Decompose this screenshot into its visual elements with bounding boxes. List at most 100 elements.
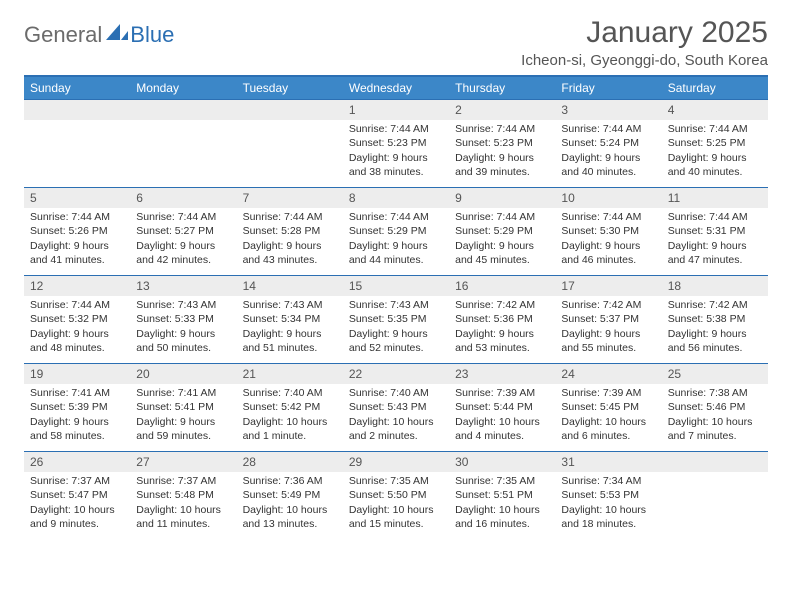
day-number: 4 [662, 100, 768, 120]
calendar-day-cell: 11Sunrise: 7:44 AMSunset: 5:31 PMDayligh… [662, 188, 768, 276]
location-text: Icheon-si, Gyeonggi-do, South Korea [521, 52, 768, 69]
day-number: 18 [662, 276, 768, 296]
calendar-day-cell: 9Sunrise: 7:44 AMSunset: 5:29 PMDaylight… [449, 188, 555, 276]
day-details: Sunrise: 7:42 AMSunset: 5:36 PMDaylight:… [449, 296, 555, 361]
day-number: 28 [237, 452, 343, 472]
day-number: 11 [662, 188, 768, 208]
day-number: 30 [449, 452, 555, 472]
day-details: Sunrise: 7:44 AMSunset: 5:32 PMDaylight:… [24, 296, 130, 361]
day-number [130, 100, 236, 120]
calendar-day-cell: 28Sunrise: 7:36 AMSunset: 5:49 PMDayligh… [237, 452, 343, 540]
calendar-day-cell: 26Sunrise: 7:37 AMSunset: 5:47 PMDayligh… [24, 452, 130, 540]
day-number: 10 [555, 188, 661, 208]
header: General Blue January 2025 Icheon-si, Gye… [24, 16, 768, 69]
day-number [24, 100, 130, 120]
day-details: Sunrise: 7:42 AMSunset: 5:38 PMDaylight:… [662, 296, 768, 361]
day-number: 19 [24, 364, 130, 384]
day-number: 23 [449, 364, 555, 384]
calendar-day-cell: 24Sunrise: 7:39 AMSunset: 5:45 PMDayligh… [555, 364, 661, 452]
calendar-week-row: 1Sunrise: 7:44 AMSunset: 5:23 PMDaylight… [24, 100, 768, 188]
calendar-day-cell: 25Sunrise: 7:38 AMSunset: 5:46 PMDayligh… [662, 364, 768, 452]
logo-text-general: General [24, 22, 102, 48]
calendar-day-cell: 21Sunrise: 7:40 AMSunset: 5:42 PMDayligh… [237, 364, 343, 452]
day-details: Sunrise: 7:39 AMSunset: 5:44 PMDaylight:… [449, 384, 555, 449]
calendar-day-cell: 27Sunrise: 7:37 AMSunset: 5:48 PMDayligh… [130, 452, 236, 540]
day-number: 21 [237, 364, 343, 384]
day-number: 9 [449, 188, 555, 208]
day-number: 8 [343, 188, 449, 208]
day-header: Sunday [24, 76, 130, 100]
calendar-day-cell: 6Sunrise: 7:44 AMSunset: 5:27 PMDaylight… [130, 188, 236, 276]
day-number: 26 [24, 452, 130, 472]
calendar-day-cell: 31Sunrise: 7:34 AMSunset: 5:53 PMDayligh… [555, 452, 661, 540]
day-number: 16 [449, 276, 555, 296]
calendar-day-cell: 10Sunrise: 7:44 AMSunset: 5:30 PMDayligh… [555, 188, 661, 276]
day-details: Sunrise: 7:44 AMSunset: 5:31 PMDaylight:… [662, 208, 768, 273]
day-details: Sunrise: 7:40 AMSunset: 5:43 PMDaylight:… [343, 384, 449, 449]
day-number: 5 [24, 188, 130, 208]
day-details: Sunrise: 7:44 AMSunset: 5:30 PMDaylight:… [555, 208, 661, 273]
month-title: January 2025 [521, 16, 768, 50]
day-header: Wednesday [343, 76, 449, 100]
calendar-day-cell: 22Sunrise: 7:40 AMSunset: 5:43 PMDayligh… [343, 364, 449, 452]
day-header: Saturday [662, 76, 768, 100]
day-number: 22 [343, 364, 449, 384]
day-details: Sunrise: 7:40 AMSunset: 5:42 PMDaylight:… [237, 384, 343, 449]
logo: General Blue [24, 22, 174, 48]
day-details: Sunrise: 7:44 AMSunset: 5:24 PMDaylight:… [555, 120, 661, 185]
day-number: 20 [130, 364, 236, 384]
day-number [237, 100, 343, 120]
day-details: Sunrise: 7:44 AMSunset: 5:23 PMDaylight:… [343, 120, 449, 185]
day-details: Sunrise: 7:37 AMSunset: 5:47 PMDaylight:… [24, 472, 130, 537]
calendar-week-row: 12Sunrise: 7:44 AMSunset: 5:32 PMDayligh… [24, 276, 768, 364]
day-details: Sunrise: 7:43 AMSunset: 5:34 PMDaylight:… [237, 296, 343, 361]
day-header-row: SundayMondayTuesdayWednesdayThursdayFrid… [24, 76, 768, 100]
calendar-week-row: 19Sunrise: 7:41 AMSunset: 5:39 PMDayligh… [24, 364, 768, 452]
calendar-day-cell: 19Sunrise: 7:41 AMSunset: 5:39 PMDayligh… [24, 364, 130, 452]
day-details: Sunrise: 7:44 AMSunset: 5:29 PMDaylight:… [343, 208, 449, 273]
day-number: 1 [343, 100, 449, 120]
calendar-day-cell: 7Sunrise: 7:44 AMSunset: 5:28 PMDaylight… [237, 188, 343, 276]
calendar-day-cell: 16Sunrise: 7:42 AMSunset: 5:36 PMDayligh… [449, 276, 555, 364]
day-details: Sunrise: 7:38 AMSunset: 5:46 PMDaylight:… [662, 384, 768, 449]
calendar-day-cell: 13Sunrise: 7:43 AMSunset: 5:33 PMDayligh… [130, 276, 236, 364]
day-details: Sunrise: 7:37 AMSunset: 5:48 PMDaylight:… [130, 472, 236, 537]
day-number: 6 [130, 188, 236, 208]
calendar-table: SundayMondayTuesdayWednesdayThursdayFrid… [24, 75, 768, 540]
day-details: Sunrise: 7:41 AMSunset: 5:41 PMDaylight:… [130, 384, 236, 449]
logo-sail-icon [106, 24, 128, 47]
day-details: Sunrise: 7:44 AMSunset: 5:27 PMDaylight:… [130, 208, 236, 273]
calendar-day-cell: 3Sunrise: 7:44 AMSunset: 5:24 PMDaylight… [555, 100, 661, 188]
calendar-day-cell: 29Sunrise: 7:35 AMSunset: 5:50 PMDayligh… [343, 452, 449, 540]
calendar-day-cell [237, 100, 343, 188]
day-number: 12 [24, 276, 130, 296]
day-number [662, 452, 768, 472]
day-number: 17 [555, 276, 661, 296]
day-details: Sunrise: 7:35 AMSunset: 5:50 PMDaylight:… [343, 472, 449, 537]
day-details: Sunrise: 7:39 AMSunset: 5:45 PMDaylight:… [555, 384, 661, 449]
day-number: 14 [237, 276, 343, 296]
calendar-day-cell: 4Sunrise: 7:44 AMSunset: 5:25 PMDaylight… [662, 100, 768, 188]
calendar-day-cell [662, 452, 768, 540]
day-header: Monday [130, 76, 236, 100]
day-header: Tuesday [237, 76, 343, 100]
calendar-day-cell: 30Sunrise: 7:35 AMSunset: 5:51 PMDayligh… [449, 452, 555, 540]
day-details: Sunrise: 7:42 AMSunset: 5:37 PMDaylight:… [555, 296, 661, 361]
day-header: Friday [555, 76, 661, 100]
calendar-day-cell: 14Sunrise: 7:43 AMSunset: 5:34 PMDayligh… [237, 276, 343, 364]
day-number: 3 [555, 100, 661, 120]
day-number: 7 [237, 188, 343, 208]
calendar-week-row: 26Sunrise: 7:37 AMSunset: 5:47 PMDayligh… [24, 452, 768, 540]
calendar-body: 1Sunrise: 7:44 AMSunset: 5:23 PMDaylight… [24, 100, 768, 540]
day-details: Sunrise: 7:35 AMSunset: 5:51 PMDaylight:… [449, 472, 555, 537]
day-details: Sunrise: 7:44 AMSunset: 5:25 PMDaylight:… [662, 120, 768, 185]
calendar-day-cell: 18Sunrise: 7:42 AMSunset: 5:38 PMDayligh… [662, 276, 768, 364]
day-number: 29 [343, 452, 449, 472]
calendar-day-cell [130, 100, 236, 188]
day-header: Thursday [449, 76, 555, 100]
calendar-head: SundayMondayTuesdayWednesdayThursdayFrid… [24, 76, 768, 100]
calendar-day-cell [24, 100, 130, 188]
calendar-day-cell: 12Sunrise: 7:44 AMSunset: 5:32 PMDayligh… [24, 276, 130, 364]
day-details: Sunrise: 7:43 AMSunset: 5:33 PMDaylight:… [130, 296, 236, 361]
calendar-day-cell: 23Sunrise: 7:39 AMSunset: 5:44 PMDayligh… [449, 364, 555, 452]
